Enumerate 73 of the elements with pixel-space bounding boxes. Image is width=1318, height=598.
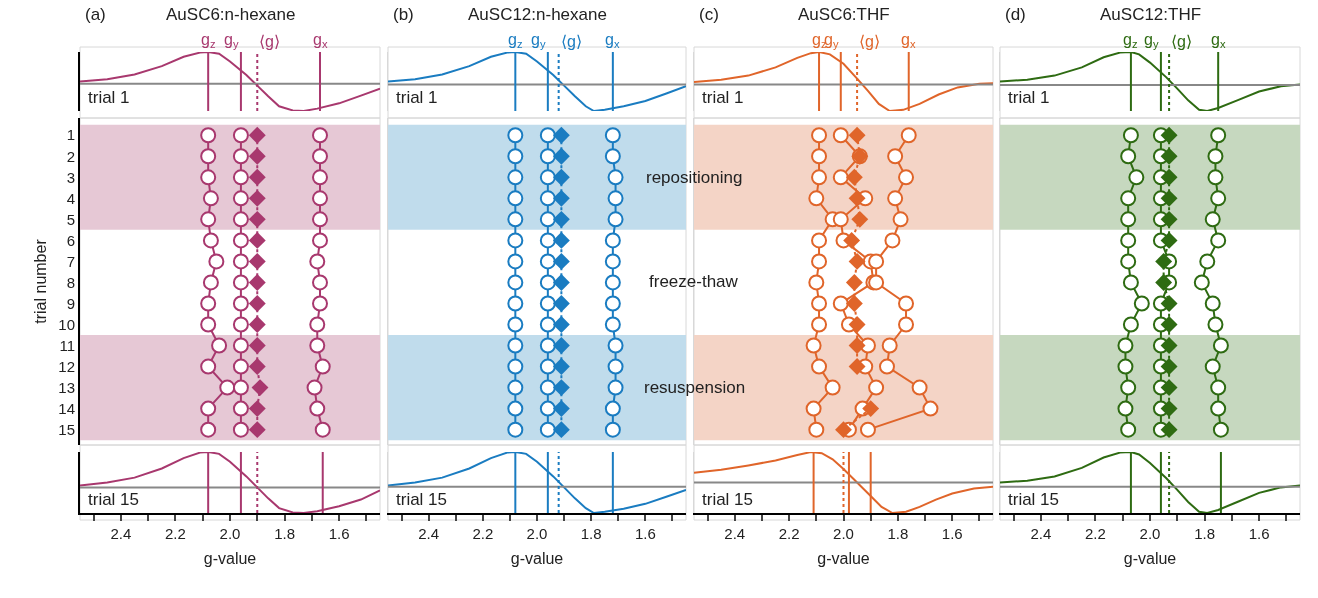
x-tick-label: 2.4 <box>110 525 132 542</box>
annotation: freeze-thaw <box>649 272 739 291</box>
chart-title: AuSC12:n-hexane <box>468 5 607 24</box>
x-tick-label: 1.6 <box>941 525 963 542</box>
chart-title: AuSC6:n-hexane <box>166 5 296 24</box>
x-tick-label: 2.2 <box>165 525 186 542</box>
ref-line-label: ⟨g⟩ <box>561 33 582 50</box>
y-tick-label: 5 <box>66 210 75 228</box>
y-axis-title: trial number <box>31 238 49 324</box>
y-tick-label: 15 <box>58 420 75 438</box>
x-tick-label: 2.4 <box>1030 525 1052 542</box>
y-tick-label: 11 <box>59 336 75 354</box>
ref-line-label: ⟨g⟩ <box>259 33 280 50</box>
x-tick-label: 2.0 <box>1139 525 1161 542</box>
ref-line-label: g$_{x}$ <box>313 31 328 51</box>
x-tick-label: 2.0 <box>219 525 241 542</box>
x-axis-title: g-value <box>817 550 870 568</box>
ref-line-label: ⟨g⟩ <box>1171 33 1192 50</box>
text: (d) <box>1005 5 1026 24</box>
annotation: trial 15 <box>88 490 140 509</box>
chart-title: AuSC6:THF <box>798 5 890 24</box>
x-tick-label: 2.2 <box>472 525 494 542</box>
annotation: repositioning <box>646 168 743 187</box>
ref-line-label: g$_{y}$ <box>224 31 239 51</box>
ref-line-label: ⟨g⟩ <box>859 33 880 50</box>
annotation: trial 1 <box>396 88 438 107</box>
y-tick-label: 8 <box>66 273 75 291</box>
x-tick-label: 2.2 <box>1085 525 1106 542</box>
text: (c) <box>699 5 719 24</box>
x-axis-title: g-value <box>203 550 257 568</box>
annotation: trial 1 <box>1008 88 1050 107</box>
annotation: trial 1 <box>88 88 130 107</box>
y-tick-label: 3 <box>66 168 75 186</box>
ref-line-label: g$_{x}$ <box>1211 31 1226 51</box>
y-tick-label: 12 <box>58 357 75 375</box>
ref-line-label: g$_{y}$ <box>531 31 546 51</box>
y-tick-label: 2 <box>66 147 75 165</box>
x-tick-label: 1.8 <box>1194 525 1215 542</box>
x-tick-label: 1.8 <box>274 525 295 542</box>
y-tick-label: 4 <box>66 189 75 207</box>
x-tick-label: 2.0 <box>833 525 854 542</box>
ref-line-label: g$_{x}$ <box>901 31 916 51</box>
x-axis-title: g-value <box>1123 550 1177 568</box>
ref-line-label: g$_{z}$ <box>1123 31 1138 51</box>
text: (b) <box>393 5 414 24</box>
annotation: trial 15 <box>396 490 448 509</box>
x-tick-label: 2.4 <box>418 525 440 542</box>
x-axis-title: g-value <box>510 550 564 568</box>
y-tick-label: 7 <box>66 252 75 270</box>
x-tick-label: 1.6 <box>328 525 350 542</box>
ref-line-label: g$_{x}$ <box>605 31 620 51</box>
y-tick-label: 13 <box>58 378 75 396</box>
annotation: trial 15 <box>1008 490 1060 509</box>
ref-line-label: g$_{y}$ <box>1144 31 1159 51</box>
x-tick-label: 1.6 <box>634 525 656 542</box>
y-tick-label: 9 <box>66 294 75 312</box>
y-tick-label: 1 <box>66 126 75 144</box>
text: (a) <box>85 5 106 24</box>
x-tick-label: 2.4 <box>724 525 746 542</box>
annotation: trial 1 <box>702 88 744 107</box>
x-tick-label: 1.6 <box>1248 525 1270 542</box>
x-tick-label: 2.2 <box>778 525 800 542</box>
y-tick-label: 14 <box>58 399 75 417</box>
x-tick-label: 1.8 <box>887 525 909 542</box>
ref-line-label: g$_{z}$ <box>508 31 523 51</box>
annotation: trial 15 <box>702 490 754 509</box>
annotation: resuspension <box>644 378 746 397</box>
y-tick-label: 10 <box>58 315 75 333</box>
x-tick-label: 2.0 <box>526 525 548 542</box>
chart-title: AuSC12:THF <box>1100 5 1202 24</box>
y-tick-label: 6 <box>66 231 75 249</box>
ref-line-label: g$_{z}$ <box>201 31 216 51</box>
x-tick-label: 1.8 <box>580 525 602 542</box>
